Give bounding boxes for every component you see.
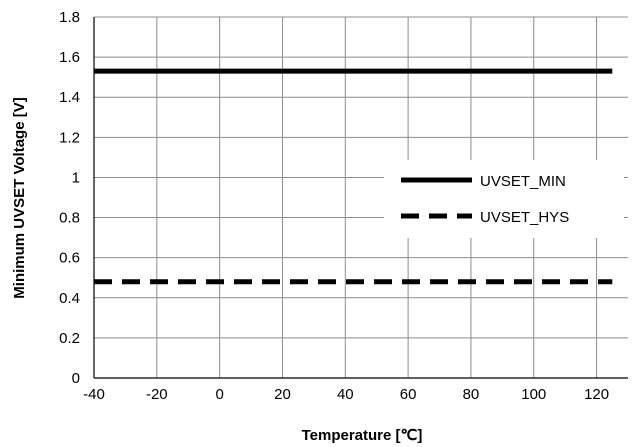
x-tick-labels: -40 -20 0 20 40 60 80 100 120 <box>83 386 609 403</box>
y-tick-label: 1.2 <box>59 129 80 146</box>
y-tick-label: 0 <box>72 370 80 387</box>
legend-background <box>384 160 624 238</box>
y-tick-label: 1.6 <box>59 49 80 66</box>
legend: UVSET_MIN UVSET_HYS <box>384 160 624 238</box>
y-axis-title: Minimum UVSET Voltage [V] <box>11 97 28 298</box>
plot-frame <box>93 17 628 379</box>
y-tick-label: 1.8 <box>59 9 80 26</box>
y-tick-label: 0.8 <box>59 210 80 227</box>
y-tick-label: 1.4 <box>59 89 80 106</box>
legend-label-uvset-hys: UVSET_HYS <box>480 209 569 226</box>
x-tick-label: 40 <box>337 386 354 403</box>
x-tick-label: 100 <box>521 386 546 403</box>
y-tick-label: 0.4 <box>59 290 80 307</box>
x-tick-label: -20 <box>146 386 168 403</box>
x-tick-label: 20 <box>274 386 291 403</box>
series-lines <box>94 68 613 285</box>
x-tick-label: 60 <box>400 386 417 403</box>
x-axis-title: Temperature [℃] <box>302 427 423 444</box>
y-tick-label: 0.6 <box>59 250 80 267</box>
y-tick-labels: 0 0.2 0.4 0.6 0.8 1 1.2 1.4 1.6 1.8 <box>59 9 80 387</box>
y-tick-label: 1 <box>72 169 80 186</box>
y-tick-label: 0.2 <box>59 330 80 347</box>
x-tick-label: 120 <box>584 386 609 403</box>
legend-label-uvset-min: UVSET_MIN <box>480 173 566 190</box>
x-tick-label: 0 <box>215 386 223 403</box>
x-tick-label: 80 <box>463 386 480 403</box>
x-tick-label: -40 <box>83 386 105 403</box>
